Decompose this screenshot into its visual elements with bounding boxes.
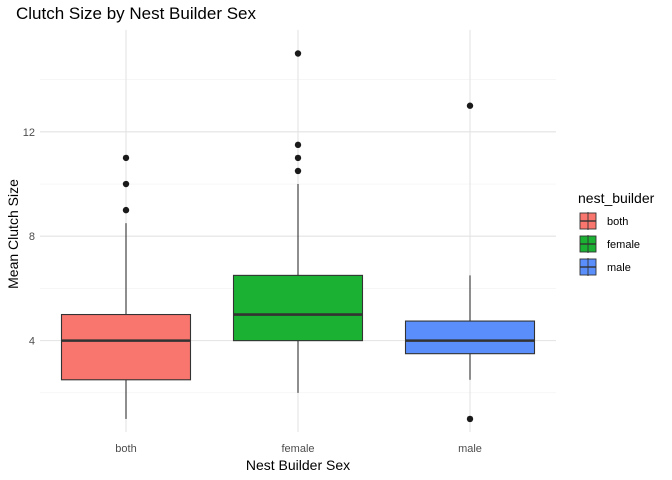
outlier-point — [122, 180, 130, 188]
box-female — [232, 274, 364, 342]
outlier-point — [122, 206, 130, 214]
legend-key-both — [579, 212, 597, 230]
legend-key-female — [579, 235, 597, 253]
legend-label-female: female — [607, 239, 640, 251]
boxplot-female — [232, 50, 364, 393]
legend-key-male — [579, 258, 597, 276]
y-tick-label: 12 — [23, 127, 35, 139]
y-tick-label: 4 — [29, 336, 35, 348]
y-axis-title: Mean Clutch Size — [5, 179, 21, 289]
legend-label-both: both — [607, 216, 628, 228]
outlier-point — [466, 102, 474, 109]
ticks-layer: 4 8 12 both female male — [23, 127, 482, 455]
x-tick-label: both — [115, 443, 136, 455]
outlier-point — [122, 154, 130, 162]
legend-title: nest_builder — [578, 190, 655, 206]
y-tick-label: 8 — [29, 231, 35, 243]
x-tick-label: female — [281, 443, 314, 455]
x-axis-title: Nest Builder Sex — [246, 457, 350, 473]
outlier-point — [466, 415, 474, 423]
outlier-point — [294, 141, 302, 149]
boxes-layer — [60, 50, 536, 423]
legend-label-male: male — [607, 262, 631, 274]
box-both — [60, 313, 192, 381]
x-tick-label: male — [458, 443, 482, 455]
outlier-point — [294, 167, 302, 175]
boxplot-both — [60, 154, 192, 419]
boxplot-male — [404, 102, 536, 423]
outlier-point — [294, 154, 302, 162]
legend: nest_builder both female male — [578, 190, 655, 276]
box-male — [404, 320, 536, 355]
outlier-point — [294, 50, 302, 57]
chart-title: Clutch Size by Nest Builder Sex — [16, 4, 256, 23]
